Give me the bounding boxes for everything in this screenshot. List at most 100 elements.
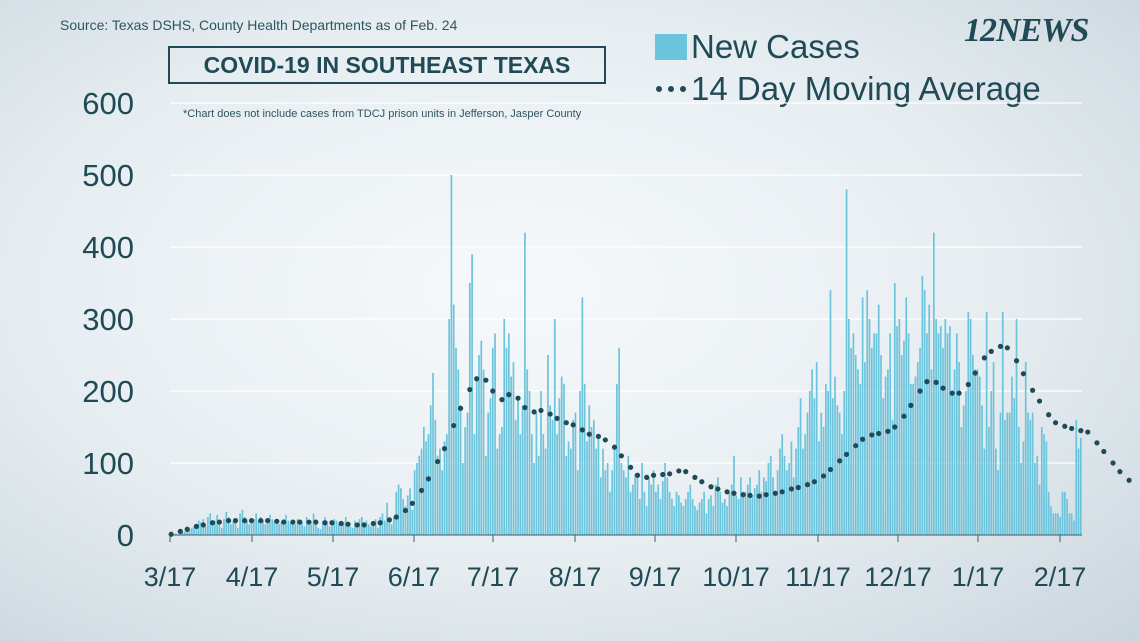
bar (907, 333, 910, 535)
moving-average-point (547, 411, 553, 417)
bar (668, 491, 671, 535)
bar (949, 326, 951, 535)
y-tick-label: 400 (82, 230, 134, 265)
bar (822, 427, 825, 535)
moving-average-point (708, 484, 714, 490)
bar (615, 383, 618, 535)
bar (441, 470, 444, 535)
bar (698, 502, 701, 535)
bar (620, 463, 623, 535)
bar (246, 520, 248, 535)
bar (592, 419, 595, 535)
moving-average-point (209, 520, 216, 526)
bar (707, 499, 710, 535)
moving-average-point (740, 492, 746, 498)
bar (257, 520, 260, 535)
bar (641, 463, 643, 535)
bar (197, 520, 200, 535)
moving-average-point (1094, 440, 1100, 446)
bar (485, 455, 487, 535)
bar (425, 441, 427, 535)
bar (827, 391, 830, 535)
bar (944, 319, 947, 535)
bar (436, 455, 439, 535)
moving-average-point (676, 468, 682, 474)
bar (932, 232, 935, 535)
bar (328, 526, 331, 535)
bar (253, 519, 255, 535)
bar (896, 326, 898, 535)
bar (700, 499, 703, 535)
bar (209, 513, 212, 535)
bar (530, 434, 533, 535)
bar (694, 506, 696, 535)
moving-average-point (474, 376, 480, 382)
bar (604, 470, 607, 535)
bar (448, 319, 450, 535)
bar (799, 398, 802, 535)
moving-average-point (949, 390, 955, 396)
moving-average-point (200, 522, 206, 528)
moving-average-point (563, 420, 569, 426)
bar (496, 448, 499, 535)
bar (836, 405, 839, 535)
bar (719, 491, 722, 535)
moving-average-point (885, 428, 891, 434)
bar (659, 499, 662, 535)
bar (783, 455, 786, 535)
bar (687, 491, 689, 535)
bar (321, 520, 324, 535)
bar (193, 526, 195, 535)
moving-average-point (827, 466, 834, 473)
bar (935, 319, 937, 535)
bar (542, 434, 545, 535)
bar (445, 434, 448, 535)
bar (609, 491, 611, 535)
bar (684, 499, 687, 535)
bar (207, 517, 209, 535)
moving-average-point (683, 469, 689, 475)
moving-average-point (538, 407, 544, 414)
bar (597, 434, 600, 535)
moving-average-point (667, 471, 673, 477)
moving-average-point (216, 519, 222, 525)
bar (422, 427, 425, 535)
bar (976, 369, 979, 535)
bar (696, 509, 699, 535)
bar (852, 333, 855, 535)
moving-average-point (901, 413, 907, 419)
bar (808, 391, 811, 535)
bar (514, 419, 517, 535)
bar (282, 519, 285, 535)
bar (372, 522, 375, 535)
bar (870, 347, 873, 535)
moving-average-point (1085, 429, 1091, 435)
bar (762, 477, 765, 535)
bar (880, 355, 882, 535)
bar (992, 362, 995, 535)
moving-average-point (425, 476, 432, 482)
moving-average-point (329, 520, 335, 526)
bar (691, 499, 694, 535)
bar (818, 441, 820, 535)
bar (728, 491, 731, 535)
moving-average-point (779, 489, 785, 495)
bar (760, 491, 763, 535)
bar (317, 527, 320, 535)
bar (567, 441, 570, 535)
bar (301, 522, 303, 535)
bar (1038, 484, 1041, 535)
bar (356, 524, 359, 535)
bar (726, 506, 728, 535)
moving-average-point (281, 519, 287, 525)
bar (248, 524, 251, 535)
bar (489, 398, 492, 535)
bar (370, 526, 372, 535)
x-tick-label: 6/17 (388, 562, 441, 592)
bar (349, 526, 352, 535)
bar (972, 355, 974, 535)
bar (381, 513, 384, 535)
moving-average-point (788, 486, 795, 492)
x-tick-label: 10/17 (702, 562, 770, 592)
bar (397, 484, 400, 535)
